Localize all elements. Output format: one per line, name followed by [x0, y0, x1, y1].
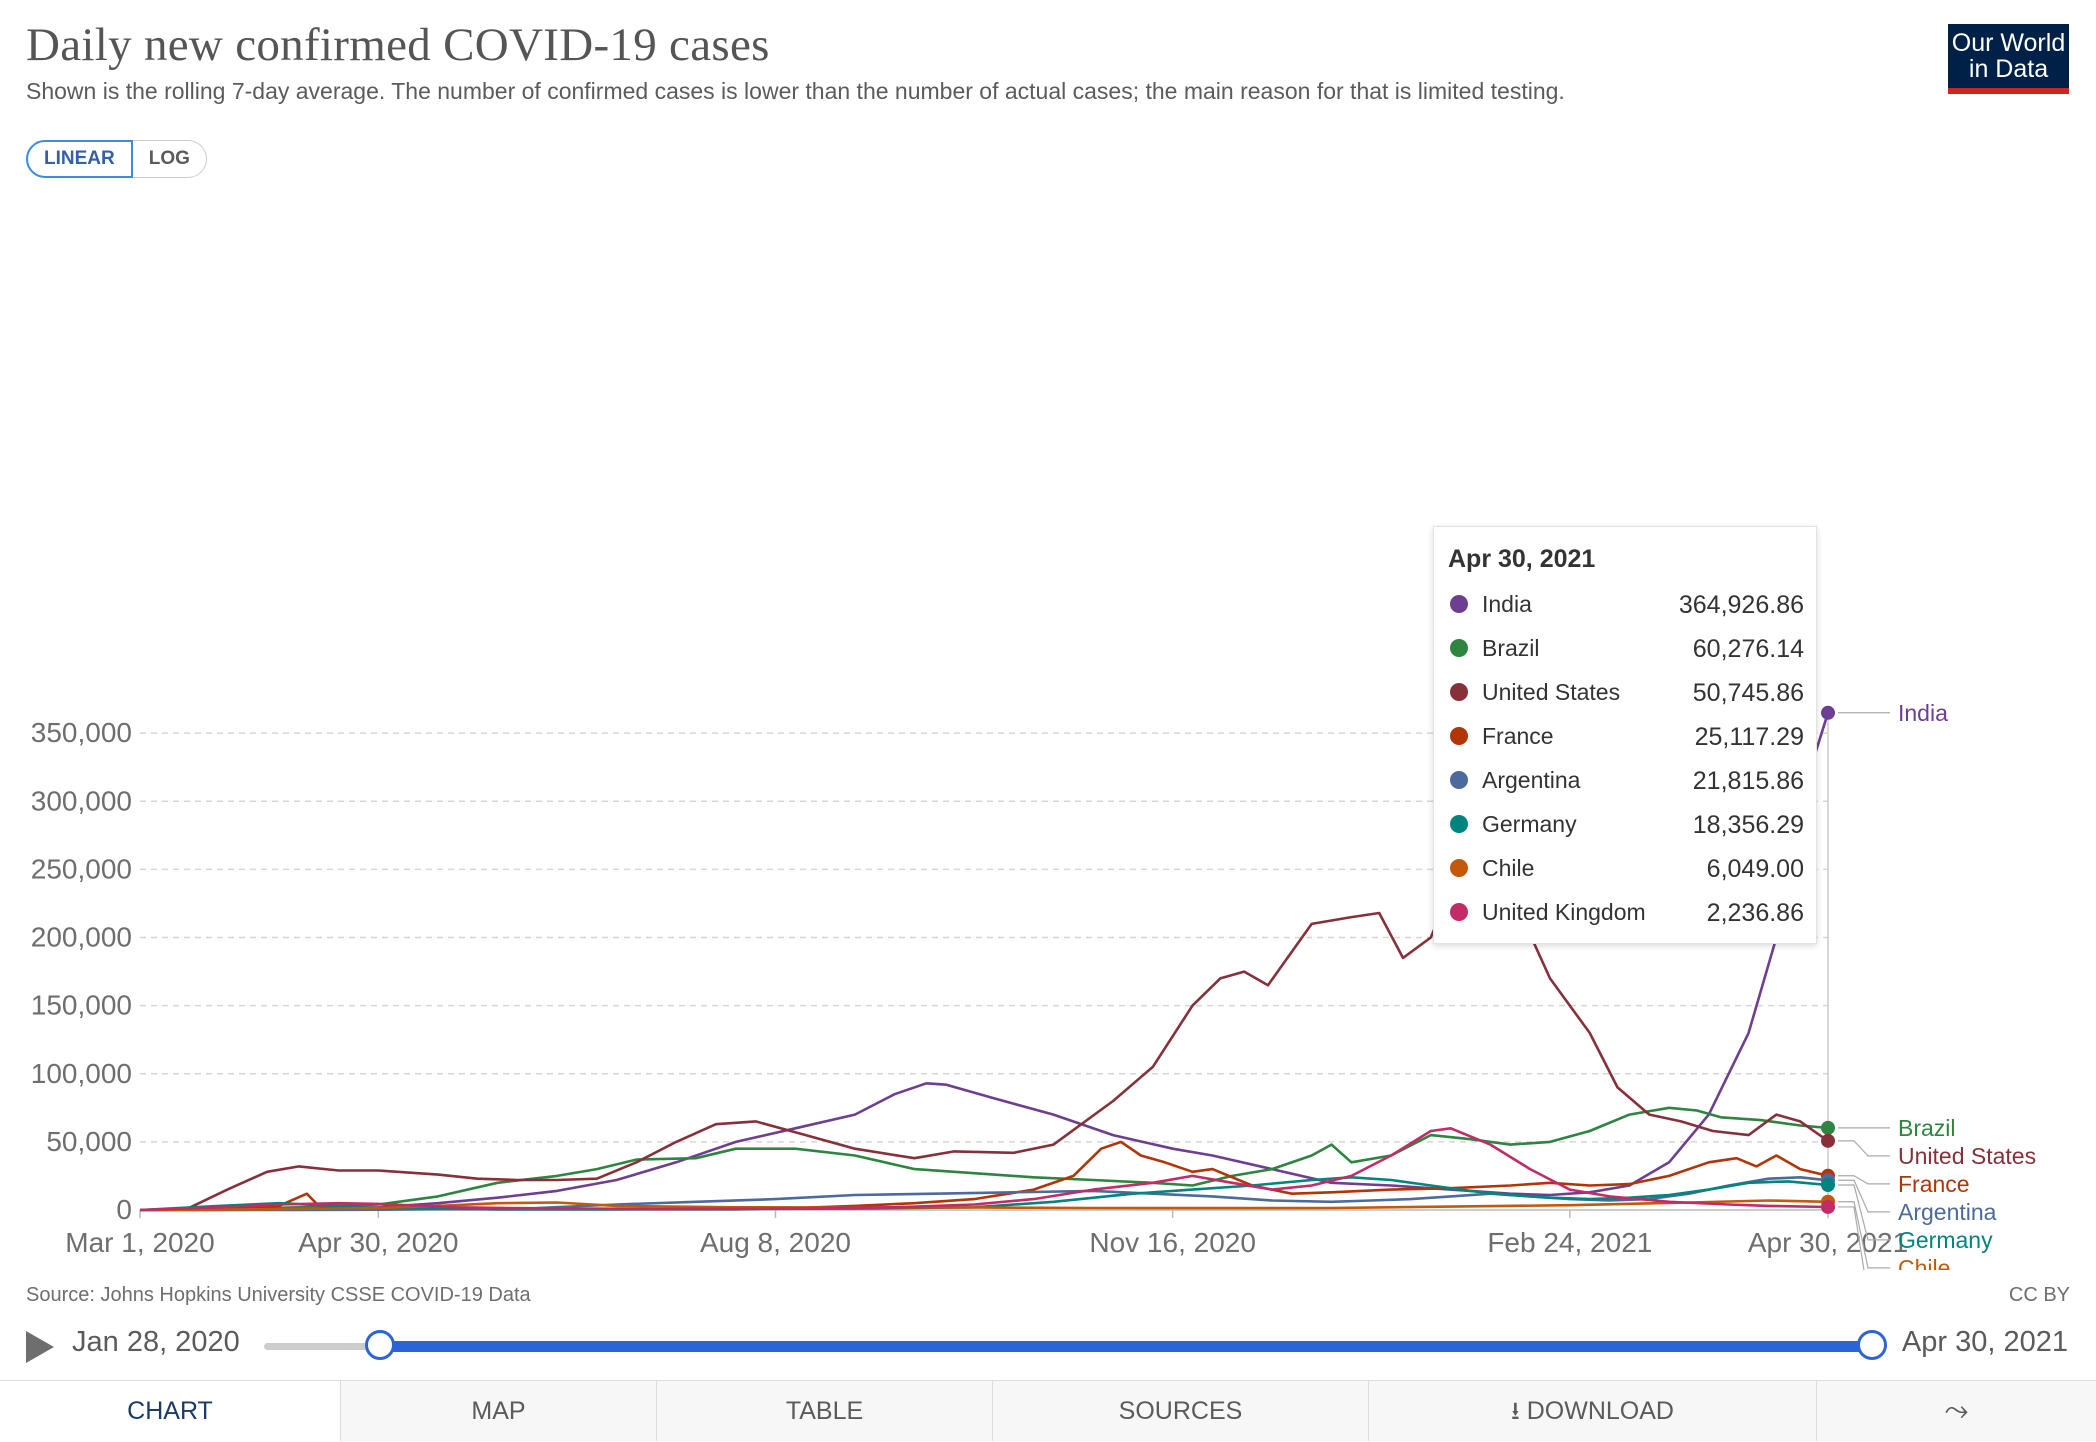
tooltip-series-dot [1450, 683, 1468, 701]
download-icon: ⭳ [1511, 1397, 1527, 1425]
tooltip-series-value: 6,049.00 [1706, 855, 1804, 883]
tooltip-row: Brazil 60,276.14 [1448, 631, 1804, 665]
tooltip-series-value: 2,236.86 [1706, 899, 1804, 927]
tab-map[interactable]: MAP [340, 1381, 656, 1441]
tooltip-series-value: 18,356.29 [1692, 811, 1804, 839]
share-icon: ⤳ [1944, 1394, 1969, 1427]
tab-sources[interactable]: SOURCES [992, 1381, 1368, 1441]
x-tick-label: Mar 1, 2020 [65, 1227, 214, 1258]
series-line-germany [139, 1176, 1829, 1212]
tooltip-series-name: India [1482, 591, 1532, 617]
end-label-connector [1838, 1140, 1890, 1157]
x-tick-label: Aug 8, 2020 [700, 1227, 851, 1258]
x-tick-label: Apr 30, 2020 [298, 1227, 458, 1258]
timeline-start-handle[interactable] [365, 1330, 395, 1360]
tooltip-series-value: 364,926.86 [1678, 591, 1804, 619]
tooltip-series-name: Brazil [1482, 635, 1540, 661]
tooltip-series-dot [1450, 771, 1468, 789]
tab-bar: CHART MAP TABLE SOURCES ⭳ DOWNLOAD ⤳ [0, 1380, 2096, 1441]
tooltip-series-dot [1450, 639, 1468, 657]
tooltip-row: Argentina 21,815.86 [1448, 763, 1804, 797]
timeline-end-handle[interactable] [1857, 1330, 1887, 1360]
tooltip-series-dot [1450, 859, 1468, 877]
owid-logo[interactable]: Our World in Data [1948, 24, 2069, 94]
tooltip-series-name: United States [1482, 679, 1621, 705]
series-end-dot [1821, 1120, 1835, 1135]
y-tick-label: 200,000 [31, 922, 132, 953]
line-chart: 0 50,000 100,000 150,000 200,000 250,000 300,0… [31, 700, 2036, 1270]
end-label-connector [1838, 1206, 1865, 1270]
y-tick-label: 350,000 [31, 717, 132, 748]
end-label-connector [1838, 1179, 1890, 1213]
tooltip-series-name: Chile [1482, 855, 1535, 881]
x-tick-label: Apr 30, 2021 [1748, 1227, 1908, 1258]
tooltip-series-value: 21,815.86 [1692, 767, 1804, 795]
end-label-connector [1838, 1184, 1890, 1241]
log-scale-button[interactable]: LOG [132, 140, 207, 178]
series-end-label: Brazil [1898, 1115, 1956, 1141]
tooltip-series-value: 60,276.14 [1692, 635, 1804, 663]
tooltip-row: India 364,926.86 [1448, 587, 1804, 621]
license-link[interactable]: CC BY [2008, 1284, 2070, 1306]
series-end-dot [1821, 1177, 1835, 1192]
series-end-label: Germany [1898, 1227, 1993, 1253]
tooltip-series-name: Germany [1482, 811, 1577, 837]
y-tick-label: 50,000 [46, 1126, 132, 1157]
tab-download[interactable]: ⭳ DOWNLOAD [1368, 1381, 1816, 1441]
tooltip: Apr 30, 2021 India 364,926.86 Brazil 60,276… [1433, 526, 1817, 944]
end-label-connector [1838, 1201, 1890, 1269]
series-line-india [140, 712, 1830, 1212]
scale-toggle: LINEAR LOG [26, 140, 207, 178]
y-tick-label: 150,000 [31, 990, 132, 1021]
y-tick-label: 250,000 [31, 853, 132, 884]
series-end-label: India [1898, 700, 1948, 726]
tooltip-date: Apr 30, 2021 [1448, 545, 1596, 573]
tooltip-series-dot [1450, 903, 1468, 921]
series-end-dot [1821, 705, 1835, 720]
x-tick-label: Feb 24, 2021 [1487, 1227, 1652, 1258]
series-end-dot [1821, 1199, 1835, 1214]
tooltip-series-value: 50,745.86 [1692, 679, 1804, 707]
play-icon[interactable] [26, 1331, 54, 1363]
tooltip-series-value: 25,117.29 [1694, 723, 1804, 751]
tooltip-row: Germany 18,356.29 [1448, 807, 1804, 841]
tooltip-series-dot [1450, 815, 1468, 833]
series-end-label: France [1898, 1171, 1970, 1197]
tab-table[interactable]: TABLE [656, 1381, 992, 1441]
y-tick-label: 300,000 [31, 785, 132, 816]
tooltip-series-dot [1450, 595, 1468, 613]
end-label-connector [1838, 1175, 1890, 1185]
tab-share[interactable]: ⤳ [1816, 1381, 2096, 1441]
series-end-dot [1821, 1133, 1835, 1148]
chart-title: Daily new confirmed COVID-19 cases [26, 19, 770, 71]
tooltip-row: United States 50,745.86 [1448, 675, 1804, 709]
tooltip-row: United Kingdom 2,236.86 [1448, 895, 1804, 929]
chart-subtitle: Shown is the rolling 7-day average. The … [26, 78, 1565, 104]
tooltip-series-name: United Kingdom [1482, 899, 1646, 925]
tooltip-row: France 25,117.29 [1448, 719, 1804, 753]
y-tick-label: 0 [116, 1194, 132, 1225]
series-end-label: Argentina [1898, 1199, 1997, 1225]
series-line-brazil [139, 1106, 1829, 1212]
tooltip-row: Chile 6,049.00 [1448, 851, 1804, 885]
source-note[interactable]: Source: Johns Hopkins University CSSE CO… [26, 1284, 531, 1306]
series-line-united-kingdom [139, 1127, 1829, 1212]
series-line-united-states [139, 868, 1829, 1212]
download-label: DOWNLOAD [1526, 1397, 1674, 1425]
tab-chart[interactable]: CHART [0, 1381, 340, 1441]
y-tick-label: 100,000 [31, 1058, 132, 1089]
logo-line1: Our World [1951, 29, 2066, 57]
timeline-end-label: Apr 30, 2021 [1901, 1326, 2068, 1358]
tooltip-series-name: Argentina [1482, 767, 1581, 793]
timeline-start-label: Jan 28, 2020 [72, 1326, 240, 1358]
timeline-selected-range [380, 1341, 1872, 1352]
x-tick-label: Nov 16, 2020 [1089, 1227, 1256, 1258]
series-end-label: United States [1898, 1143, 2036, 1169]
series-end-label: Chile [1898, 1255, 1950, 1270]
linear-scale-button[interactable]: LINEAR [26, 140, 133, 178]
logo-line2: in Data [1968, 55, 2049, 83]
tooltip-series-name: France [1482, 723, 1554, 749]
tooltip-series-dot [1450, 727, 1468, 745]
